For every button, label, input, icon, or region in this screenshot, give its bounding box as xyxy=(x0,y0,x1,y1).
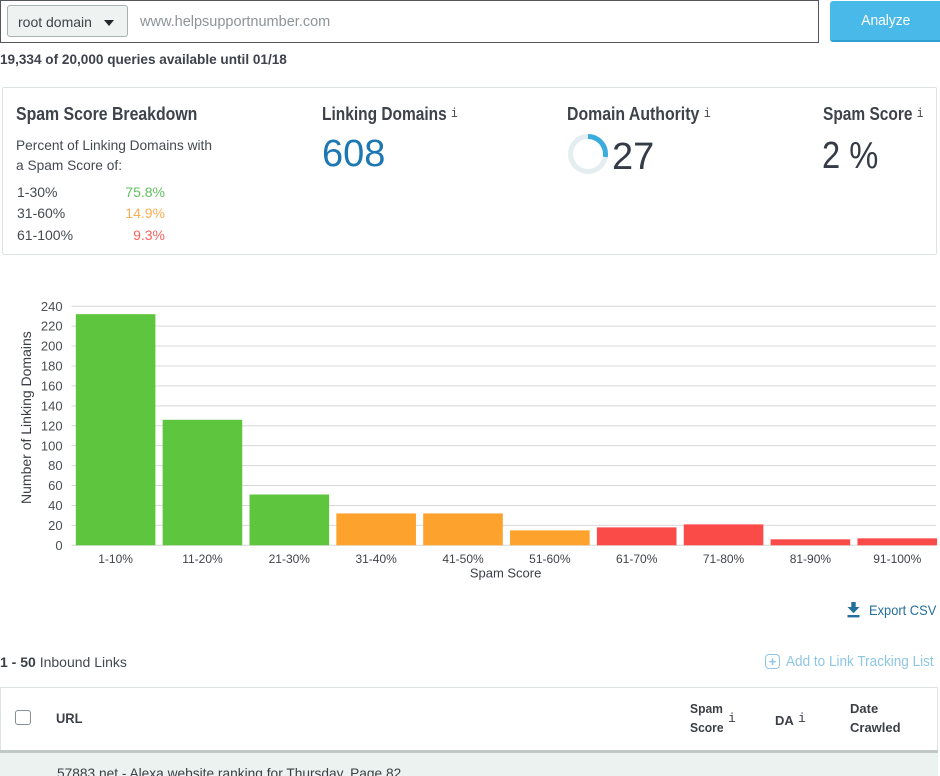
svg-text:160: 160 xyxy=(41,379,63,394)
svg-text:140: 140 xyxy=(41,398,63,413)
svg-text:0: 0 xyxy=(55,538,62,553)
svg-text:31-40%: 31-40% xyxy=(355,552,397,566)
svg-text:71-80%: 71-80% xyxy=(703,552,745,566)
svg-text:80: 80 xyxy=(48,458,62,473)
svg-text:20: 20 xyxy=(48,518,62,533)
svg-text:41-50%: 41-50% xyxy=(442,552,484,566)
svg-text:100: 100 xyxy=(41,438,63,453)
svg-text:91-100%: 91-100% xyxy=(873,552,921,566)
svg-text:220: 220 xyxy=(41,319,63,334)
svg-text:120: 120 xyxy=(41,418,63,433)
svg-text:40: 40 xyxy=(48,498,62,513)
svg-text:Spam Score: Spam Score xyxy=(470,566,542,581)
svg-text:1-10%: 1-10% xyxy=(98,552,133,566)
svg-text:21-30%: 21-30% xyxy=(269,552,311,566)
svg-text:200: 200 xyxy=(41,339,63,354)
svg-text:180: 180 xyxy=(41,359,63,374)
svg-text:Number of Linking Domains: Number of Linking Domains xyxy=(18,331,34,504)
svg-text:60: 60 xyxy=(48,478,62,493)
svg-text:11-20%: 11-20% xyxy=(182,552,223,566)
svg-text:240: 240 xyxy=(41,299,63,314)
svg-text:81-90%: 81-90% xyxy=(790,552,832,566)
svg-text:61-70%: 61-70% xyxy=(616,552,658,566)
svg-text:51-60%: 51-60% xyxy=(529,552,571,566)
